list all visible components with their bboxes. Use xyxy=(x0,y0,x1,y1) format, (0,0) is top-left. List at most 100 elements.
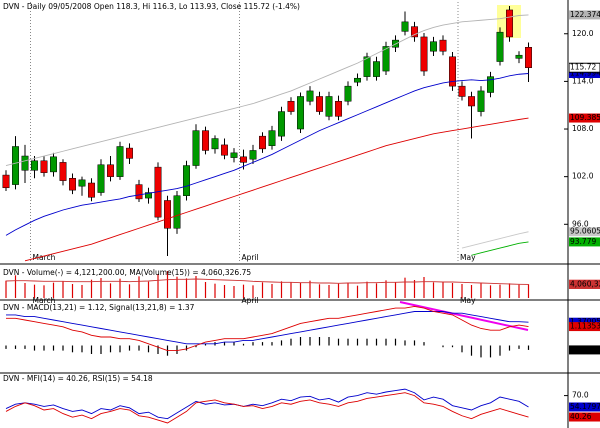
bar xyxy=(404,277,406,298)
bar xyxy=(204,282,207,298)
bar xyxy=(480,345,482,358)
bar xyxy=(100,278,102,298)
bar xyxy=(518,345,520,349)
panel-title: DVN - MACD(13,21) = 1.12, Signal(13,21,8… xyxy=(3,303,195,312)
candle-body xyxy=(316,96,323,112)
bar xyxy=(413,340,416,346)
candle-body xyxy=(335,100,342,117)
candle-body xyxy=(107,164,114,177)
candle-body xyxy=(78,179,86,187)
bar xyxy=(195,276,197,298)
candle-body xyxy=(344,85,352,102)
value-box xyxy=(569,113,600,123)
candle-body xyxy=(278,111,285,137)
bar xyxy=(527,345,530,350)
candle-body xyxy=(116,146,124,177)
line xyxy=(6,305,529,352)
x-tick-label: March xyxy=(33,296,56,305)
line xyxy=(461,231,529,249)
bar xyxy=(337,283,340,298)
candle-body xyxy=(487,76,494,93)
bar xyxy=(71,345,74,353)
bar xyxy=(394,282,397,298)
bar xyxy=(309,280,311,298)
bar xyxy=(499,345,501,356)
bar xyxy=(24,283,26,298)
bar xyxy=(214,283,216,298)
bar xyxy=(157,345,159,354)
y-tick-label: 114.0 xyxy=(572,76,594,85)
bar xyxy=(157,274,159,298)
bar xyxy=(252,342,254,346)
bar xyxy=(461,345,463,353)
bar xyxy=(290,338,292,346)
bar xyxy=(423,277,425,298)
bar xyxy=(147,281,150,298)
candle-body xyxy=(525,47,532,68)
candle-body xyxy=(496,31,504,62)
candle-body xyxy=(420,36,428,72)
line xyxy=(6,311,529,345)
panel-title: DVN - Volume(-) = 4,121,200.00, MA(Volum… xyxy=(3,268,251,277)
line xyxy=(5,73,529,236)
bar xyxy=(14,345,17,349)
candle-body xyxy=(363,56,371,77)
candle-body xyxy=(135,184,143,200)
x-tick-label: May xyxy=(460,296,476,305)
x-tick-label: April xyxy=(242,296,259,305)
candle-body xyxy=(458,85,466,97)
bar xyxy=(432,282,435,298)
candle-body xyxy=(430,41,437,52)
bar xyxy=(261,282,264,298)
bar xyxy=(119,278,121,298)
bar xyxy=(356,338,359,346)
candle-body xyxy=(515,54,523,59)
bar xyxy=(109,345,112,353)
candle-body xyxy=(306,90,314,102)
value-box-label: 115.72 xyxy=(570,63,596,72)
candle-body xyxy=(21,155,29,171)
candle-body xyxy=(88,182,95,198)
candle-body xyxy=(411,26,418,38)
x-tick-label: April xyxy=(242,253,259,262)
bar xyxy=(309,337,311,346)
bar xyxy=(138,276,140,298)
bar xyxy=(290,282,292,298)
bar xyxy=(385,338,387,346)
bar xyxy=(81,345,83,353)
candle-body xyxy=(40,160,48,173)
candle-body xyxy=(297,96,304,130)
line xyxy=(24,117,529,262)
bar xyxy=(176,276,178,298)
candle-body xyxy=(2,174,10,189)
value-box xyxy=(569,68,600,78)
value-box-label: 114.994 xyxy=(570,68,600,77)
candle-body xyxy=(382,46,390,72)
value-box-label: 93.779 xyxy=(570,237,596,246)
bar xyxy=(14,275,17,298)
bar xyxy=(100,345,102,354)
candle-body xyxy=(164,200,171,229)
bar xyxy=(385,280,387,298)
bar xyxy=(90,345,93,354)
bar xyxy=(204,343,207,346)
candle-body xyxy=(126,147,133,159)
bar xyxy=(489,285,492,298)
bar xyxy=(318,284,321,298)
value-box-label: 1.11353 xyxy=(570,322,600,331)
y-tick-label: 102.0 xyxy=(572,172,594,181)
bar xyxy=(233,286,235,298)
candle-body xyxy=(50,156,57,173)
bar xyxy=(375,283,378,298)
bar xyxy=(90,279,93,298)
value-box-label: 95.0605 xyxy=(570,227,600,236)
x-tick-label: May xyxy=(460,253,476,262)
bar xyxy=(480,282,482,298)
bar xyxy=(242,343,245,346)
bar xyxy=(489,345,492,358)
bar xyxy=(508,283,511,298)
line xyxy=(5,278,529,285)
candle-body xyxy=(31,160,38,171)
